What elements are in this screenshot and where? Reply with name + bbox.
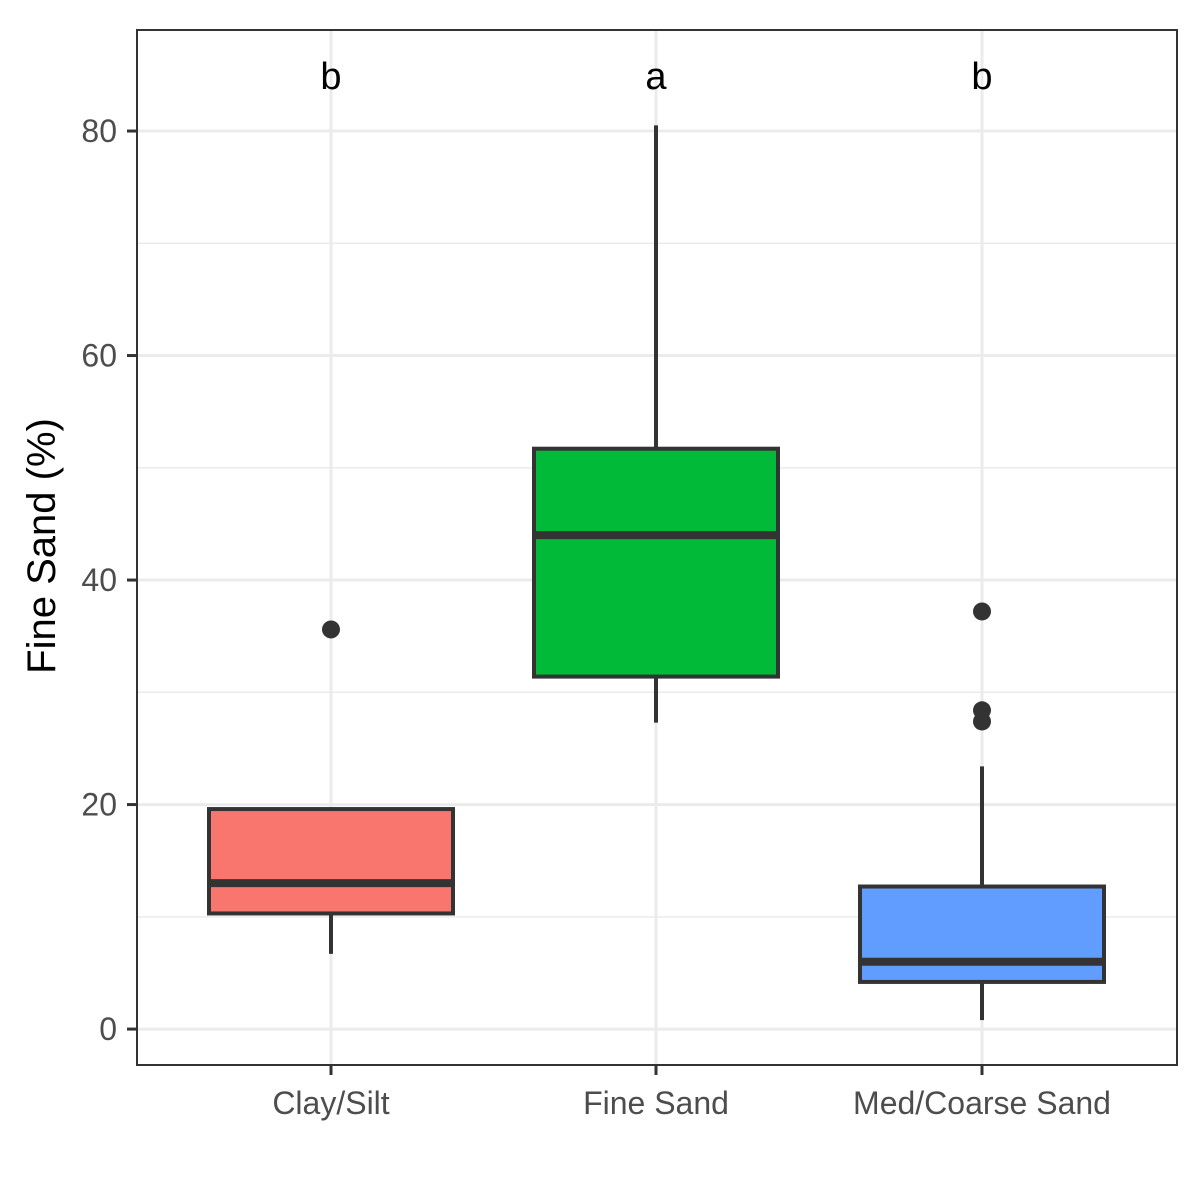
y-tick-label: 80 bbox=[81, 113, 117, 149]
box bbox=[858, 884, 1106, 984]
outlier-point bbox=[973, 701, 991, 720]
box-group: b bbox=[207, 56, 455, 954]
box-group: b bbox=[858, 56, 1106, 1021]
significance-letter: a bbox=[645, 56, 667, 98]
y-tick-label: 60 bbox=[81, 338, 117, 374]
x-tick-label: Fine Sand bbox=[583, 1085, 729, 1121]
x-tick-label: Clay/Silt bbox=[272, 1085, 389, 1121]
y-axis-label: Fine Sand (%) bbox=[20, 418, 64, 674]
significance-letter: b bbox=[971, 56, 992, 98]
outlier-point bbox=[322, 620, 340, 639]
significance-letter: b bbox=[320, 56, 341, 98]
box bbox=[207, 807, 455, 916]
box-group: a bbox=[532, 56, 780, 723]
box bbox=[532, 446, 780, 679]
axes: 0 20 40 60 80 Clay/Silt Fine Sand Med/Coarse Sa… bbox=[81, 113, 1111, 1121]
outlier-point bbox=[973, 602, 991, 621]
y-tick-label: 0 bbox=[99, 1011, 117, 1047]
x-tick-label: Med/Coarse Sand bbox=[853, 1085, 1111, 1121]
y-tick-label: 20 bbox=[81, 787, 117, 823]
y-tick-label: 40 bbox=[81, 562, 117, 598]
